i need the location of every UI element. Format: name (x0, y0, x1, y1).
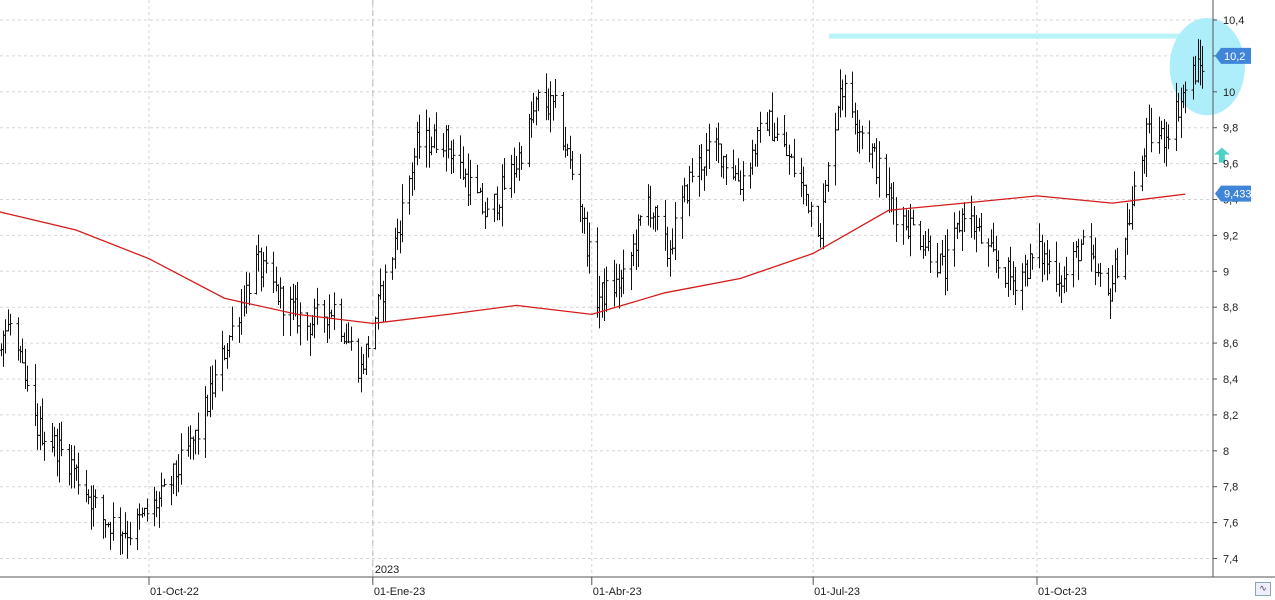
y-tick-label: 8 (1223, 446, 1229, 458)
y-tick-label: 9,8 (1223, 123, 1238, 135)
ma-value-badge-label: 9,433 (1224, 189, 1252, 201)
last-price-badge: 10,2 (1215, 47, 1251, 64)
x-tick-label: 01-Oct-22 (150, 586, 199, 598)
y-tick-label: 9 (1223, 266, 1229, 278)
price-bars (0, 39, 1205, 559)
x-tick-label: 01-Ene-23 (374, 586, 425, 598)
price-badges: 10,2 9,433 (1215, 47, 1252, 202)
last-price-badge-box (1215, 47, 1251, 64)
y-tick-label: 10 (1223, 87, 1235, 99)
up-arrow-icon (1213, 147, 1230, 163)
ma-value-badge-box (1215, 185, 1251, 202)
y-tick-label: 8,2 (1223, 410, 1238, 422)
x-tick-label: 01-Oct-23 (1038, 586, 1087, 598)
y-tick-label: 8,8 (1223, 302, 1238, 314)
y-tick-label: 7,4 (1223, 554, 1238, 566)
y-tick-label: 7,8 (1223, 482, 1238, 494)
x-tick-label: 01-Jul-23 (814, 586, 860, 598)
highlight-ellipse (1169, 18, 1245, 116)
ma-value-badge: 9,433 (1215, 185, 1252, 202)
year-label: 2023 (375, 564, 399, 576)
moving-average-line (0, 193, 1186, 325)
y-tick-label: 8,6 (1223, 338, 1238, 350)
y-tick-label: 9,6 (1223, 159, 1238, 171)
y-tick-label: 9,2 (1223, 230, 1238, 242)
moving-average (0, 193, 1186, 325)
last-price-badge-label: 10,2 (1224, 51, 1245, 63)
chart-annotations (829, 18, 1245, 163)
y-tick-label: 10,4 (1223, 15, 1244, 27)
y-tick-label: 7,6 (1223, 518, 1238, 530)
zoom-toggle-button[interactable]: ∿ (1255, 582, 1271, 596)
x-tick-label: 01-Abr-23 (593, 586, 642, 598)
y-tick-label: 8,4 (1223, 374, 1238, 386)
